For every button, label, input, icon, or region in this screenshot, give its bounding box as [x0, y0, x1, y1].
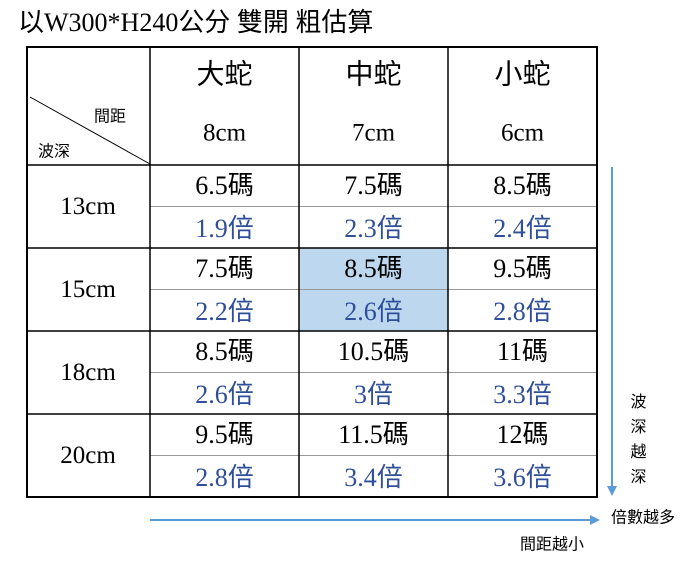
- ratio: 3.3倍: [493, 380, 552, 409]
- row-depth: 15cm: [60, 276, 116, 303]
- ratio: 2.2倍: [195, 297, 254, 326]
- ratio: 2.6倍: [195, 380, 254, 409]
- column-spacing: 6cm: [501, 120, 545, 147]
- yards: 8.5碼: [195, 337, 254, 366]
- row-depth: 20cm: [60, 442, 116, 469]
- row-depth: 13cm: [60, 193, 116, 220]
- corner-column-label: 間距: [94, 107, 126, 126]
- ratio: 2.8倍: [195, 463, 254, 492]
- yards: 7.5碼: [195, 254, 254, 283]
- row-depth: 18cm: [60, 359, 116, 386]
- depth-arrow-label: 波深越深: [628, 393, 647, 493]
- ratio: 3.6倍: [493, 463, 552, 492]
- table-border: [26, 46, 598, 498]
- ratio: 2.8倍: [493, 297, 552, 326]
- corner-diagonal: [29, 96, 151, 165]
- ratio: 2.6倍: [344, 297, 403, 326]
- yards: 10.5碼: [338, 337, 410, 366]
- ratio: 1.9倍: [195, 214, 254, 243]
- yards: 7.5碼: [344, 171, 403, 200]
- ratio: 2.3倍: [344, 214, 403, 243]
- yards: 8.5碼: [493, 171, 552, 200]
- ratio: 3倍: [354, 380, 393, 409]
- ratio: 2.4倍: [493, 214, 552, 243]
- yards: 8.5碼: [344, 254, 403, 283]
- column-name: 大蛇: [196, 58, 252, 90]
- yards: 6.5碼: [195, 171, 254, 200]
- column-name: 中蛇: [345, 58, 401, 90]
- corner-row-label: 波深: [38, 142, 70, 161]
- yards: 12碼: [496, 420, 548, 449]
- yards: 11碼: [497, 337, 548, 366]
- yards: 9.5碼: [493, 254, 552, 283]
- spacing-arrow-label: 間距越小: [520, 535, 584, 554]
- column-name: 小蛇: [494, 58, 550, 90]
- yards: 9.5碼: [195, 420, 254, 449]
- ratio: 3.4倍: [344, 463, 403, 492]
- yards: 11.5碼: [338, 420, 409, 449]
- ratio-note: 倍數越多: [611, 508, 675, 527]
- title: 以W300*H240公分 雙開 粗估算: [18, 8, 373, 37]
- column-spacing: 7cm: [352, 120, 396, 147]
- column-spacing: 8cm: [203, 120, 247, 147]
